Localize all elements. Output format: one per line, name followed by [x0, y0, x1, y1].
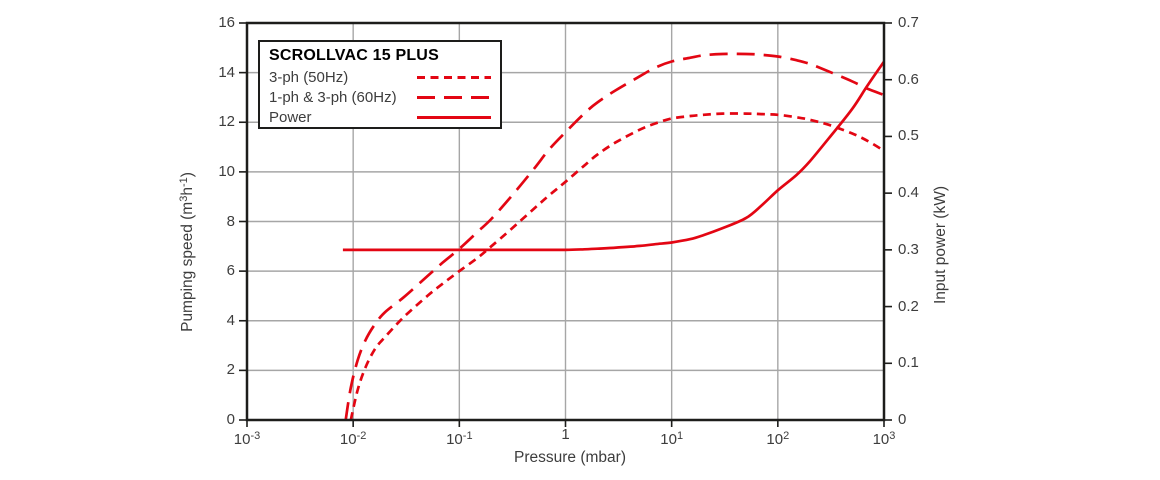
legend-item-label: 3-ph (50Hz) [269, 68, 349, 86]
y-right-tick-label: 0.1 [898, 354, 919, 372]
x-tick-label: 10-2 [339, 430, 367, 448]
curve-1-ph-3-ph-60hz- [344, 52, 884, 420]
y-right-tick-label: 0.4 [898, 184, 919, 202]
y-left-tick-label: 12 [218, 113, 235, 131]
y-right-tick-label: 0.6 [898, 70, 919, 88]
short-dash-line-sample [417, 75, 491, 79]
x-tick-label: 103 [872, 430, 896, 448]
y-right-tick-label: 0.2 [898, 297, 919, 315]
x-tick-label: 102 [766, 430, 790, 448]
y-left-tick-label: 8 [226, 212, 235, 230]
y-right-tick-label: 0.3 [898, 240, 919, 258]
x-tick-label: 10-1 [446, 430, 473, 448]
y-right-tick-label: 0.5 [898, 127, 919, 145]
y-right-tick-label: 0.7 [898, 14, 919, 31]
y-right-axis-title: Input power (kW) [932, 185, 949, 305]
y-left-tick-label: 0 [226, 411, 235, 428]
legend-item: 1-ph & 3-ph (60Hz) [269, 87, 491, 107]
legend-item: Power [269, 107, 491, 127]
legend-title: SCROLLVAC 15 PLUS [269, 47, 439, 64]
y-right-tick-label: 0 [898, 411, 907, 428]
legend-item: 3-ph (50Hz) [269, 67, 491, 87]
plot-border [245, 21, 886, 422]
x-tick-label: 101 [660, 430, 684, 448]
y-left-tick-label: 2 [226, 361, 235, 379]
x-tick-label: 10-3 [233, 430, 261, 448]
y-left-tick-label: 10 [218, 162, 235, 180]
curve-power [342, 60, 884, 252]
long-dash-line-sample [417, 95, 491, 99]
y-left-tick-label: 4 [226, 311, 235, 329]
series-curves [342, 52, 884, 420]
legend: SCROLLVAC 15 PLUS 3-ph (50Hz) 1-ph & 3-p… [258, 40, 502, 129]
y-left-axis-title: Pumping speed (m3h-1) [177, 172, 197, 332]
y-left-tick-label: 6 [226, 262, 235, 280]
solid-line-sample [417, 115, 491, 119]
legend-item-label: 1-ph & 3-ph (60Hz) [269, 88, 397, 106]
legend-item-label: Power [269, 108, 312, 126]
y-left-tick-label: 16 [218, 14, 235, 31]
x-tick-label: 1 [561, 426, 570, 443]
y-left-tick-label: 14 [218, 63, 235, 81]
axis-ticks [239, 22, 892, 427]
x-axis-title: Pressure (mbar) [514, 449, 626, 466]
curve-3-ph-50hz- [349, 112, 884, 420]
